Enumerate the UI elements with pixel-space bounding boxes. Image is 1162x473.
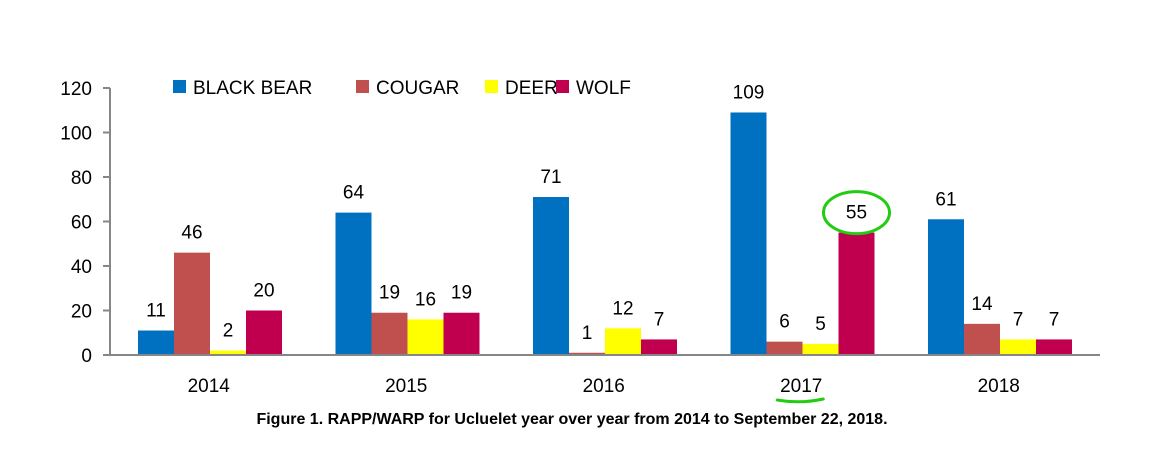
data-label: 46 [181, 223, 202, 244]
legend-swatch [556, 80, 569, 93]
x-tick-label: 2017 [780, 376, 822, 397]
data-label: 16 [415, 289, 436, 310]
data-label: 5 [815, 314, 826, 335]
bar-cougar-2015 [371, 312, 408, 355]
data-label: 12 [612, 298, 633, 319]
bar-cougar-2016 [569, 352, 605, 355]
y-tick-label: 120 [60, 79, 92, 100]
data-label: 19 [451, 283, 472, 304]
highlight-circle [822, 190, 891, 236]
y-tick-label: 0 [81, 346, 92, 367]
bar-black-bear-2016 [533, 197, 569, 355]
x-tick-label: 2018 [978, 376, 1020, 397]
bar-deer-2018 [1000, 339, 1036, 355]
highlight-underline [775, 397, 825, 404]
bar-deer-2015 [407, 319, 444, 355]
bar-cougar-2017 [766, 341, 803, 355]
bar-wolf-2015 [443, 312, 480, 355]
y-tick-label: 80 [71, 168, 92, 189]
data-label: 2 [223, 321, 234, 342]
legend-label: WOLF [576, 78, 631, 99]
bar-black-bear-2018 [928, 219, 964, 355]
bar-black-bear-2015 [335, 212, 372, 355]
legend-swatch [173, 80, 186, 93]
x-tick-label: 2014 [188, 376, 231, 397]
bar-black-bear-2017 [730, 112, 767, 355]
y-tick-label: 20 [71, 302, 92, 323]
data-label: 61 [935, 189, 956, 210]
bar-wolf-2017 [838, 232, 875, 355]
bar-black-bear-2014 [138, 330, 174, 355]
data-label: 71 [540, 167, 561, 188]
y-tick-label: 40 [71, 257, 92, 278]
data-label: 64 [343, 183, 365, 204]
data-label: 7 [654, 309, 665, 330]
bar-deer-2016 [605, 328, 641, 355]
figure-caption: Figure 1. RAPP/WARP for Ucluelet year ov… [256, 411, 887, 428]
data-label: 55 [846, 203, 867, 224]
data-label: 11 [146, 301, 166, 322]
y-tick-label: 60 [71, 213, 92, 234]
y-tick-label: 100 [60, 124, 92, 145]
data-label: 19 [379, 283, 400, 304]
data-label: 6 [779, 312, 790, 333]
data-label: 14 [971, 294, 993, 315]
legend-label: DEER [505, 78, 558, 99]
data-label: 7 [1049, 309, 1060, 330]
bar-wolf-2014 [246, 310, 282, 355]
legend-label: BLACK BEAR [193, 78, 312, 99]
legend-swatch [356, 80, 369, 93]
x-tick-label: 2016 [583, 376, 625, 397]
bar-wolf-2018 [1036, 339, 1072, 355]
legend-swatch [485, 80, 498, 93]
legend-label: COUGAR [376, 78, 459, 99]
bar-cougar-2018 [964, 323, 1000, 355]
data-label: 109 [733, 82, 765, 103]
data-label: 1 [582, 323, 593, 344]
bar-deer-2017 [802, 343, 839, 355]
bar-deer-2014 [210, 350, 246, 355]
data-label: 20 [253, 281, 274, 302]
data-label: 7 [1013, 309, 1024, 330]
x-tick-label: 2015 [385, 376, 427, 397]
bar-cougar-2014 [174, 252, 210, 355]
bar-wolf-2016 [641, 339, 677, 355]
